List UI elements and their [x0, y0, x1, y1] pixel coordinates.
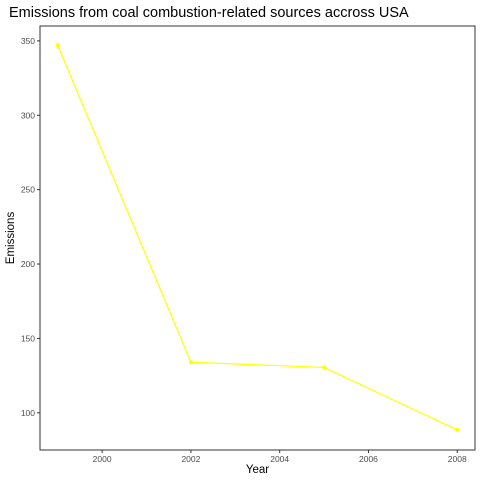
y-tick-label: 200	[21, 259, 35, 269]
data-point	[322, 365, 326, 369]
y-tick-label: 100	[21, 408, 35, 418]
x-tick-label: 2000	[93, 454, 112, 464]
x-axis-label: Year	[246, 464, 269, 476]
data-point	[455, 428, 459, 432]
x-tick-label: 2002	[181, 454, 200, 464]
data-point	[189, 360, 193, 364]
x-tick-label: 2006	[359, 454, 378, 464]
y-tick-label: 300	[21, 110, 35, 120]
y-tick-label: 150	[21, 333, 35, 343]
x-tick-label: 2008	[448, 454, 467, 464]
y-tick-label: 250	[21, 185, 35, 195]
x-tick-label: 2004	[270, 454, 289, 464]
data-point	[56, 43, 60, 47]
chart-title: Emissions from coal combustion-related s…	[9, 5, 409, 21]
y-axis-label: Emissions	[5, 212, 17, 265]
y-tick-label: 350	[21, 36, 35, 46]
